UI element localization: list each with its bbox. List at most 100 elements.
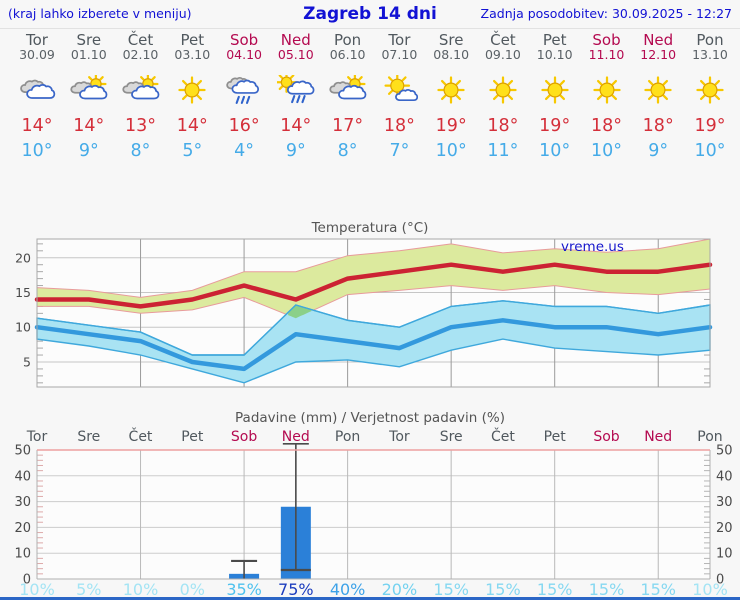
weather-icon-slot xyxy=(115,75,167,105)
sunny-icon xyxy=(437,76,465,104)
svg-text:10: 10 xyxy=(14,547,31,562)
min-temp: 9° xyxy=(648,141,669,161)
precipitation-chart: 0 0 10 10 20 20 30 30 40 40 50 50 xyxy=(14,443,733,588)
precip-day-label: Sob xyxy=(593,429,620,445)
bottom-bar xyxy=(0,597,740,600)
max-temp: 19° xyxy=(694,116,726,136)
weather-icon-slot xyxy=(581,75,633,105)
svg-text:50: 50 xyxy=(716,444,733,459)
forecast-day-column[interactable]: Čet 09.10 18° 11° xyxy=(477,31,529,162)
max-temp: 14° xyxy=(21,116,53,136)
precip-day-label: Pet xyxy=(181,429,204,445)
forecast-day-column[interactable]: Ned 12.10 18° 9° xyxy=(632,31,684,162)
precip-day-label: Pet xyxy=(543,429,566,445)
sunny-icon xyxy=(489,76,517,104)
precip-probability: 10% xyxy=(692,580,728,599)
svg-text:20: 20 xyxy=(14,521,31,536)
min-temp: 10° xyxy=(590,141,623,161)
min-temp: 9° xyxy=(285,141,306,161)
day-name: Pon xyxy=(333,31,362,49)
forecast-day-column[interactable]: Sob 04.10 16° 4° xyxy=(218,31,270,162)
rain-icon xyxy=(226,76,260,104)
forecast-day-column[interactable]: Pon 13.10 19° 10° xyxy=(684,31,736,162)
day-date: 04.10 xyxy=(226,47,262,62)
precip-probability: 0% xyxy=(179,580,205,599)
max-temp: 16° xyxy=(228,116,260,136)
forecast-day-column[interactable]: Pet 03.10 14° 5° xyxy=(166,31,218,162)
sunny-icon xyxy=(644,76,672,104)
day-date: 02.10 xyxy=(122,47,159,62)
day-name: Sre xyxy=(438,31,464,49)
precip-day-label: Sob xyxy=(230,429,258,445)
forecast-day-column[interactable]: Pon 06.10 17° 8° xyxy=(322,33,374,161)
forecast-day-column[interactable]: Tor 07.10 18° 7° xyxy=(373,33,425,161)
precip-day-label: Pon xyxy=(334,429,361,445)
svg-text:40: 40 xyxy=(14,469,31,484)
max-temp: 19° xyxy=(435,116,467,136)
max-temp: 18° xyxy=(590,116,623,136)
svg-text:10: 10 xyxy=(15,320,31,335)
weather-icon-slot xyxy=(322,75,374,105)
mostly-sunny-icon xyxy=(384,75,419,102)
max-temp: 19° xyxy=(539,116,571,136)
precip-probability: 15% xyxy=(536,580,573,599)
day-date: 13.10 xyxy=(692,47,728,62)
precip-day-label: Sre xyxy=(439,429,463,445)
min-temp: 8° xyxy=(130,141,151,161)
weather-icon-slot xyxy=(166,75,218,105)
min-temp-line xyxy=(34,318,713,372)
temperature-chart-title: Temperatura (°C) xyxy=(311,220,429,236)
partly-cloudy-icon xyxy=(329,75,366,100)
svg-text:0: 0 xyxy=(716,573,724,588)
day-name: Pet xyxy=(542,31,567,49)
day-name: Pet xyxy=(180,31,205,49)
precip-probability: 40% xyxy=(329,580,366,599)
svg-text:30: 30 xyxy=(716,495,733,510)
weather-icon-slot xyxy=(529,75,581,105)
day-name: Ned xyxy=(643,31,674,49)
weather-icon-slot xyxy=(632,75,684,105)
max-temp: 14° xyxy=(280,116,312,136)
day-date: 11.10 xyxy=(588,47,625,62)
precip-day-label: Ned xyxy=(644,429,673,445)
max-temp: 18° xyxy=(383,116,415,136)
forecast-day-column[interactable]: Čet 02.10 13° 8° xyxy=(115,33,167,161)
day-date: 30.09 xyxy=(19,47,55,62)
min-temp: 10° xyxy=(435,141,467,161)
svg-text:20: 20 xyxy=(716,521,733,536)
sunny-icon xyxy=(541,76,569,104)
day-name: Sre xyxy=(76,31,102,49)
forecast-day-column[interactable]: Tor 30.09 14° 10° xyxy=(11,33,63,161)
day-name: Sob xyxy=(229,31,259,49)
svg-text:50: 50 xyxy=(14,444,31,459)
forecast-day-column[interactable]: Pet 10.10 19° 10° xyxy=(529,31,581,162)
sun-rain-icon xyxy=(276,75,315,104)
precip-probability: 20% xyxy=(381,580,418,599)
day-name: Tor xyxy=(388,31,411,49)
precip-whisker xyxy=(231,559,258,579)
forecast-day-column[interactable]: Sre 01.10 14° 9° xyxy=(63,33,115,161)
day-name: Tor xyxy=(26,31,48,49)
min-temp: 10° xyxy=(21,141,53,161)
day-name: Čet xyxy=(490,31,516,49)
weather-icon-slot xyxy=(684,75,736,105)
forecast-day-column[interactable]: Sre 08.10 19° 10° xyxy=(425,31,477,162)
forecast-day-column[interactable]: Ned 05.10 14° 9° xyxy=(270,33,322,161)
min-temp: 11° xyxy=(487,141,519,161)
forecast-day-column[interactable]: Sob 11.10 18° 10° xyxy=(581,33,633,162)
min-temp: 7° xyxy=(389,141,410,161)
max-temp-line xyxy=(34,262,713,309)
day-name: Ned xyxy=(280,31,311,49)
precip-day-label: Čet xyxy=(128,429,153,445)
svg-text:10: 10 xyxy=(716,547,733,562)
sunny-icon xyxy=(178,76,206,104)
max-temp: 13° xyxy=(124,116,157,136)
day-name: Pon xyxy=(696,31,724,49)
precip-whisker xyxy=(280,443,311,572)
weather-icon-slot xyxy=(218,75,270,105)
min-temp: 10° xyxy=(539,141,571,161)
day-date: 05.10 xyxy=(277,47,314,62)
weather-icon-slot xyxy=(63,75,115,105)
day-date: 08.10 xyxy=(433,47,470,62)
